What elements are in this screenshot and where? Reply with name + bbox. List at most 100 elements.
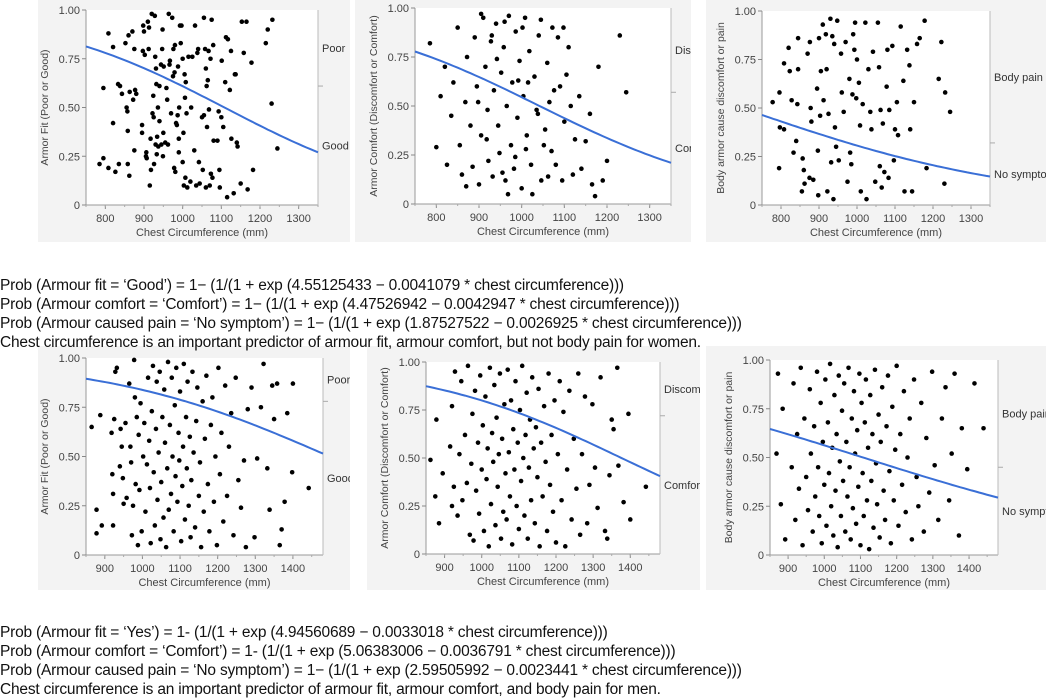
data-point bbox=[846, 365, 851, 371]
data-point bbox=[483, 64, 488, 70]
y-tick-label: 0 bbox=[403, 199, 409, 211]
data-point bbox=[204, 83, 209, 89]
data-point bbox=[171, 46, 176, 52]
data-point bbox=[140, 23, 146, 28]
data-point bbox=[852, 20, 858, 25]
data-point bbox=[515, 78, 521, 83]
data-point bbox=[583, 138, 588, 144]
data-point bbox=[120, 475, 126, 481]
data-point bbox=[497, 150, 502, 156]
data-point bbox=[173, 169, 178, 175]
data-point bbox=[863, 377, 869, 382]
data-point bbox=[160, 414, 165, 420]
category-label-top: Discomfort bbox=[664, 384, 700, 396]
data-point bbox=[775, 371, 781, 376]
data-point bbox=[874, 502, 880, 507]
data-point bbox=[244, 19, 249, 25]
x-tick-label: 1200 bbox=[544, 562, 568, 574]
data-point bbox=[241, 458, 247, 463]
data-point bbox=[869, 127, 874, 132]
data-point bbox=[175, 64, 181, 69]
x-tick-label: 1100 bbox=[210, 213, 234, 225]
data-point bbox=[117, 83, 123, 89]
y-tick-label: 0 bbox=[74, 550, 80, 562]
data-point bbox=[192, 23, 198, 28]
data-point bbox=[836, 158, 842, 163]
x-tick-label: 1300 bbox=[637, 212, 661, 224]
data-point bbox=[876, 64, 882, 70]
data-point bbox=[781, 61, 787, 66]
x-tick-label: 800 bbox=[427, 212, 445, 224]
women-equation-comfort: Prob (Armour comfort = ‘Comfort’) = 1− (… bbox=[0, 296, 680, 313]
data-point bbox=[181, 130, 186, 136]
data-point bbox=[451, 80, 456, 85]
data-point bbox=[881, 488, 886, 493]
data-point bbox=[542, 127, 548, 132]
data-point bbox=[802, 181, 807, 186]
data-point bbox=[901, 388, 907, 394]
y-tick-label: 1.00 bbox=[743, 355, 764, 367]
data-point bbox=[175, 113, 180, 118]
x-axis-label: Chest Circumference (mm) bbox=[136, 227, 268, 239]
data-point bbox=[838, 51, 844, 56]
data-point bbox=[533, 424, 539, 430]
data-point bbox=[186, 503, 191, 509]
data-point bbox=[289, 469, 295, 475]
data-point bbox=[584, 520, 590, 526]
x-tick-label: 1000 bbox=[509, 212, 533, 224]
data-point bbox=[519, 186, 524, 191]
data-point bbox=[794, 431, 800, 437]
data-point bbox=[866, 66, 871, 72]
data-point bbox=[869, 478, 874, 484]
data-point bbox=[611, 426, 616, 432]
data-point bbox=[161, 64, 167, 69]
data-point bbox=[851, 388, 857, 394]
data-point bbox=[864, 498, 870, 503]
data-point bbox=[128, 460, 134, 465]
x-tick-label: 800 bbox=[772, 213, 790, 225]
x-axis-label: Chest Circumference (mm) bbox=[477, 576, 609, 588]
data-point bbox=[552, 398, 557, 403]
data-point bbox=[504, 103, 510, 109]
data-point bbox=[616, 463, 621, 468]
data-point bbox=[459, 172, 465, 177]
data-point bbox=[600, 178, 606, 183]
data-point bbox=[468, 123, 473, 128]
data-point bbox=[448, 113, 454, 119]
category-label-bottom: Good bbox=[327, 473, 350, 485]
data-point bbox=[498, 70, 504, 75]
data-point bbox=[211, 499, 217, 505]
data-point bbox=[265, 27, 271, 32]
data-point bbox=[607, 472, 612, 478]
data-point bbox=[171, 165, 177, 171]
x-tick-label: 1000 bbox=[170, 213, 194, 225]
data-point bbox=[492, 382, 497, 388]
data-point bbox=[856, 484, 861, 490]
data-point bbox=[172, 42, 178, 48]
data-point bbox=[905, 455, 910, 460]
data-point bbox=[472, 388, 478, 394]
data-point bbox=[206, 48, 211, 54]
data-point bbox=[182, 72, 187, 77]
data-point bbox=[114, 365, 120, 371]
data-point bbox=[882, 517, 888, 523]
category-label-bottom: Good bbox=[322, 141, 349, 153]
data-point bbox=[457, 142, 463, 148]
plot-area bbox=[770, 360, 998, 555]
data-point bbox=[885, 47, 890, 53]
data-point bbox=[911, 377, 917, 382]
x-tick-label: 1300 bbox=[959, 213, 983, 225]
data-point bbox=[113, 169, 118, 175]
data-point bbox=[789, 97, 794, 103]
data-point bbox=[853, 96, 859, 101]
y-axis-label: Armor Comfort (Discomfort or Comfort) bbox=[379, 367, 391, 548]
data-point bbox=[801, 167, 807, 173]
data-point bbox=[188, 179, 193, 184]
data-point bbox=[121, 501, 126, 507]
data-point bbox=[233, 72, 238, 77]
data-point bbox=[812, 494, 818, 499]
data-point bbox=[841, 109, 846, 115]
category-label-top: Poor bbox=[327, 375, 350, 387]
data-point bbox=[201, 509, 207, 514]
data-point bbox=[205, 481, 211, 487]
